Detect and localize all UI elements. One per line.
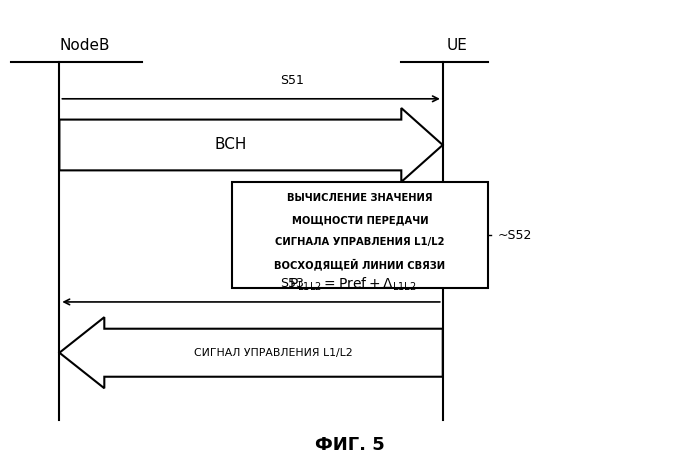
Polygon shape [59, 108, 442, 182]
Text: S53: S53 [280, 277, 304, 290]
Text: S51: S51 [280, 74, 304, 87]
Text: ~S52: ~S52 [498, 228, 533, 242]
Polygon shape [59, 317, 442, 388]
Text: $\mathregular{P}$$_{\mathregular{L1L2}}$$\mathregular{=Pref+}$$\mathregular{\Del: $\mathregular{P}$$_{\mathregular{L1L2}}$… [289, 275, 417, 293]
Text: ВЫЧИСЛЕНИЕ ЗНАЧЕНИЯ: ВЫЧИСЛЕНИЕ ЗНАЧЕНИЯ [287, 194, 433, 204]
Text: МОЩНОСТИ ПЕРЕДАЧИ: МОЩНОСТИ ПЕРЕДАЧИ [291, 215, 428, 225]
Text: NodeB: NodeB [59, 38, 110, 53]
FancyBboxPatch shape [232, 182, 488, 288]
Text: СИГНАЛ УПРАВЛЕНИЯ L1/L2: СИГНАЛ УПРАВЛЕНИЯ L1/L2 [194, 348, 353, 358]
Text: СИГНАЛА УПРАВЛЕНИЯ L1/L2: СИГНАЛА УПРАВЛЕНИЯ L1/L2 [275, 237, 445, 247]
Text: UE: UE [446, 38, 467, 53]
Text: BCH: BCH [214, 137, 247, 152]
Text: ФИГ. 5: ФИГ. 5 [315, 436, 384, 454]
Text: ВОСХОДЯЩЕЙ ЛИНИИ СВЯЗИ: ВОСХОДЯЩЕЙ ЛИНИИ СВЯЗИ [274, 258, 445, 270]
